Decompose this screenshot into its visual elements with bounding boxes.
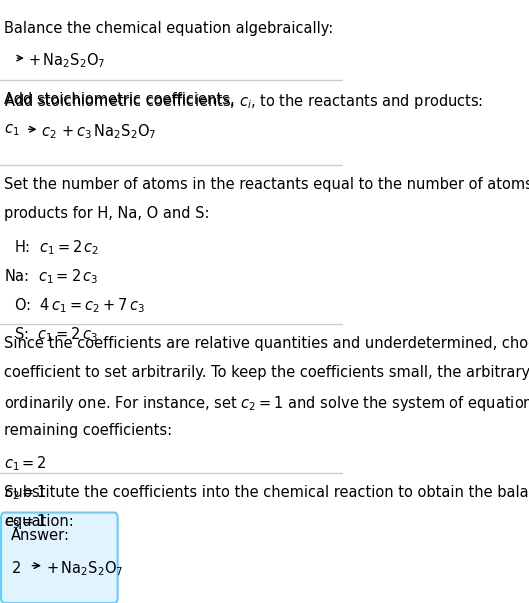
Text: Na:  $c_1 = 2\,c_3$: Na: $c_1 = 2\,c_3$: [4, 267, 99, 286]
Text: equation:: equation:: [4, 514, 74, 529]
Text: Answer:: Answer:: [11, 528, 70, 543]
Text: coefficient to set arbitrarily. To keep the coefficients small, the arbitrary va: coefficient to set arbitrarily. To keep …: [4, 365, 529, 380]
Text: H:  $c_1 = 2\,c_2$: H: $c_1 = 2\,c_2$: [14, 238, 99, 257]
Text: ordinarily one. For instance, set $c_2 = 1$ and solve the system of equations fo: ordinarily one. For instance, set $c_2 =…: [4, 394, 529, 413]
Text: Set the number of atoms in the reactants equal to the number of atoms in the: Set the number of atoms in the reactants…: [4, 177, 529, 192]
Text: products for H, Na, O and S:: products for H, Na, O and S:: [4, 206, 210, 221]
Text: Substitute the coefficients into the chemical reaction to obtain the balanced: Substitute the coefficients into the che…: [4, 485, 529, 500]
Text: $c_1 = 2$: $c_1 = 2$: [4, 455, 47, 473]
Text: Balance the chemical equation algebraically:: Balance the chemical equation algebraica…: [4, 21, 334, 36]
Text: $2$: $2$: [11, 560, 21, 576]
Text: $c_2\,+c_3\,\mathrm{Na_2S_2O_7}$: $c_2\,+c_3\,\mathrm{Na_2S_2O_7}$: [41, 122, 157, 140]
Text: S:  $c_1 = 2\,c_3$: S: $c_1 = 2\,c_3$: [14, 325, 97, 344]
Text: $c_3 = 1$: $c_3 = 1$: [4, 513, 47, 531]
Text: $+\,\mathrm{Na_2S_2O_7}$: $+\,\mathrm{Na_2S_2O_7}$: [45, 560, 123, 578]
Text: Add stoichiometric coefficients, $c_i$, to the reactants and products:: Add stoichiometric coefficients, $c_i$, …: [4, 92, 484, 111]
Text: $+\,\mathrm{Na_2S_2O_7}$: $+\,\mathrm{Na_2S_2O_7}$: [29, 51, 106, 69]
FancyBboxPatch shape: [1, 513, 117, 603]
Text: Since the coefficients are relative quantities and underdetermined, choose a: Since the coefficients are relative quan…: [4, 336, 529, 351]
Text: $c_1$: $c_1$: [4, 122, 20, 137]
Text: remaining coefficients:: remaining coefficients:: [4, 423, 172, 438]
Text: O:  $4\,c_1 = c_2 + 7\,c_3$: O: $4\,c_1 = c_2 + 7\,c_3$: [14, 296, 144, 315]
Text: Add stoichiometric coefficients,: Add stoichiometric coefficients,: [4, 92, 240, 107]
Text: $c_2 = 1$: $c_2 = 1$: [4, 484, 47, 502]
